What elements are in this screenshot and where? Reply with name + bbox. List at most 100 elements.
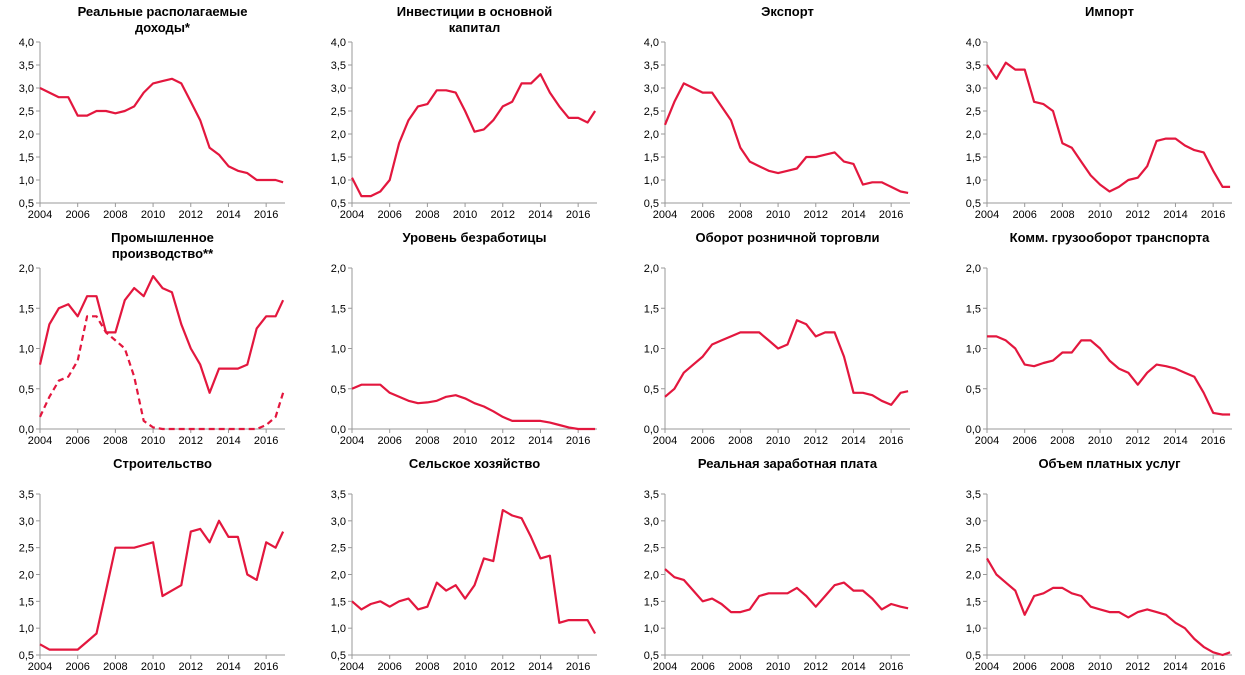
y-tick-label: 2,0: [644, 263, 659, 275]
x-tick-label: 2006: [65, 435, 89, 447]
y-tick-label: 4,0: [331, 37, 346, 49]
y-tick-label: 2,0: [331, 129, 346, 141]
chart: 0,5 1,0 1,5 2,0 2,5 3,0 3,5 2004 2006 2008 2010 201…: [966, 489, 1232, 673]
chart-panel: Промышленное производство** 0,0 0,5 1,0 1,5 2…: [0, 226, 311, 452]
chart-panel: Экспорт 0,5 1,0 1,5 2,0 2,5 3,0 3,5 4,0 2004 2006 2…: [625, 0, 936, 226]
x-tick-label: 2016: [879, 209, 903, 221]
x-tick-label: 2004: [340, 661, 364, 673]
x-tick-label: 2010: [141, 661, 165, 673]
y-tick-label: 2,5: [331, 543, 346, 555]
y-tick-label: 3,0: [966, 516, 981, 528]
x-tick-label: 2014: [1163, 661, 1187, 673]
chart: 0,0 0,5 1,0 1,5 2,0 2004 2006 2008 2010 2012 2014 2…: [331, 263, 597, 447]
y-tick-label: 2,0: [966, 263, 981, 275]
y-tick-label: 0,0: [966, 424, 981, 436]
chart-panel: Инвестиции в основной капитал 0,5 1,0 1,5 2,…: [312, 0, 623, 226]
y-tick-label: 2,5: [966, 543, 981, 555]
x-tick-label: 2012: [1126, 435, 1150, 447]
y-tick-label: 0,5: [966, 384, 981, 396]
y-tick-label: 0,5: [966, 198, 981, 210]
data-line: [351, 509, 597, 635]
x-tick-label: 2004: [28, 435, 52, 447]
x-tick-label: 2010: [766, 209, 790, 221]
chart: 0,0 0,5 1,0 1,5 2,0 2004 2006 2008 2010 2012 2014 2…: [644, 263, 910, 447]
chart-title: Оборот розничной торговли: [695, 230, 880, 245]
y-tick-label: 2,0: [19, 129, 34, 141]
x-tick-label: 2012: [1126, 661, 1150, 673]
data-line: [39, 77, 284, 184]
x-tick-label: 2016: [1201, 435, 1225, 447]
x-tick-label: 2006: [690, 209, 714, 221]
y-tick-label: 2,0: [966, 570, 981, 582]
data-line: [351, 383, 596, 431]
data-line: [664, 568, 909, 614]
x-tick-label: 2010: [141, 435, 165, 447]
chart-panel: Реальная заработная плата 0,5 1,0 1,5 2,0 2,5…: [625, 452, 936, 675]
y-tick-label: 1,0: [644, 175, 659, 187]
x-tick-label: 2014: [841, 661, 865, 673]
data-line: [987, 335, 1231, 416]
x-tick-label: 2004: [975, 435, 999, 447]
y-tick-label: 0,5: [19, 198, 34, 210]
y-tick-label: 3,0: [19, 516, 34, 528]
y-tick-label: 3,0: [331, 516, 346, 528]
y-tick-label: 3,0: [644, 516, 659, 528]
x-tick-label: 2014: [1163, 209, 1187, 221]
y-tick-label: 1,5: [19, 152, 34, 164]
y-tick-label: 2,0: [331, 570, 346, 582]
x-tick-label: 2014: [216, 435, 240, 447]
data-line: [664, 319, 909, 406]
y-tick-label: 2,0: [19, 570, 34, 582]
y-tick-label: 3,5: [966, 60, 981, 72]
y-tick-label: 0,0: [644, 424, 659, 436]
x-tick-label: 2014: [841, 209, 865, 221]
y-tick-label: 1,0: [966, 623, 981, 635]
x-tick-label: 2010: [766, 435, 790, 447]
x-tick-label: 2008: [1050, 435, 1074, 447]
y-tick-label: 1,0: [331, 344, 346, 356]
x-tick-label: 2006: [1012, 209, 1036, 221]
x-tick-label: 2006: [1012, 435, 1036, 447]
y-tick-label: 0,5: [644, 384, 659, 396]
chart: 0,0 0,5 1,0 1,5 2,0 2004 2006 2008 2010 2012 2014 2…: [966, 263, 1232, 447]
x-tick-label: 2004: [340, 435, 364, 447]
x-tick-label: 2010: [141, 209, 165, 221]
x-tick-label: 2016: [566, 435, 590, 447]
y-tick-label: 1,5: [644, 152, 659, 164]
y-tick-label: 2,5: [331, 106, 346, 118]
y-tick-label: 1,0: [644, 623, 659, 635]
y-tick-label: 2,5: [644, 543, 659, 555]
y-tick-label: 1,0: [331, 175, 346, 187]
x-tick-label: 2006: [690, 435, 714, 447]
x-tick-label: 2006: [377, 209, 401, 221]
x-tick-label: 2016: [254, 661, 278, 673]
x-tick-label: 2012: [491, 435, 515, 447]
chart: 0,5 1,0 1,5 2,0 2,5 3,0 3,5 4,0 2004 2006 2008 2010…: [966, 37, 1232, 221]
y-tick-label: 2,5: [19, 106, 34, 118]
y-tick-label: 0,5: [19, 650, 34, 662]
x-tick-label: 2010: [1088, 209, 1112, 221]
y-tick-label: 0,0: [19, 424, 34, 436]
x-tick-label: 2012: [804, 661, 828, 673]
x-tick-label: 2004: [653, 435, 677, 447]
x-tick-label: 2012: [491, 661, 515, 673]
x-tick-label: 2014: [528, 209, 552, 221]
y-tick-label: 3,5: [331, 60, 346, 72]
y-tick-label: 2,0: [331, 263, 346, 275]
y-tick-label: 1,0: [19, 623, 34, 635]
y-tick-label: 2,0: [644, 129, 659, 141]
chart-panel: Комм. грузооборот транспорта 0,0 0,5 1,0 1,5…: [947, 226, 1245, 452]
x-tick-label: 2004: [975, 209, 999, 221]
x-tick-label: 2012: [804, 435, 828, 447]
x-tick-label: 2008: [728, 435, 752, 447]
y-tick-label: 1,5: [331, 596, 346, 608]
chart-title: Комм. грузооборот транспорта: [1009, 230, 1210, 245]
x-tick-label: 2014: [216, 661, 240, 673]
x-tick-label: 2012: [179, 661, 203, 673]
y-tick-label: 1,0: [966, 344, 981, 356]
y-tick-label: 0,5: [19, 384, 34, 396]
x-tick-label: 2010: [453, 661, 477, 673]
x-tick-label: 2012: [804, 209, 828, 221]
x-tick-label: 2016: [879, 435, 903, 447]
y-tick-label: 0,5: [331, 384, 346, 396]
